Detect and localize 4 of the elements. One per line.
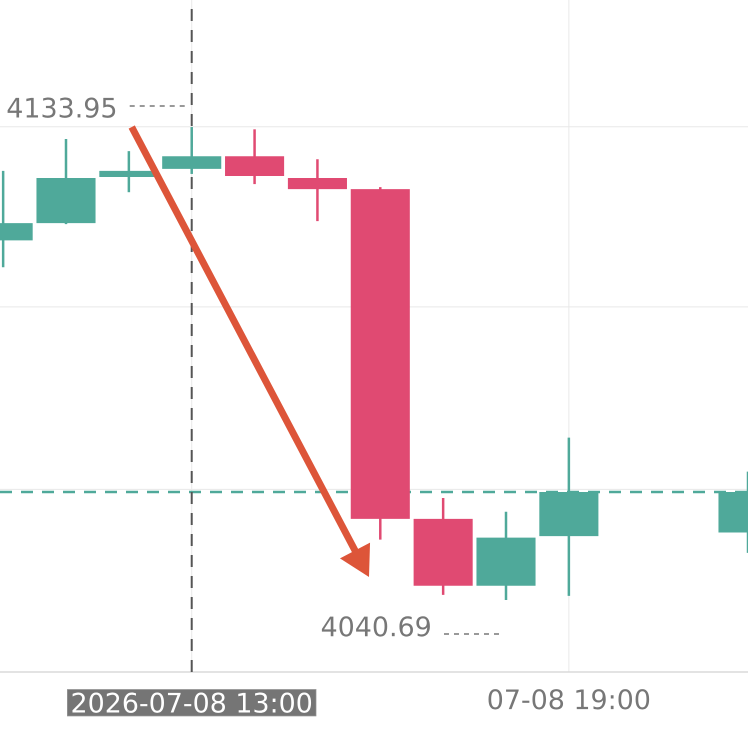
candlestick [288,158,347,222]
annotation: 4133.95 [8,97,116,118]
annotation: 4040.69 [322,616,430,637]
x-tick-label: 07-08 19:00 [488,689,650,710]
